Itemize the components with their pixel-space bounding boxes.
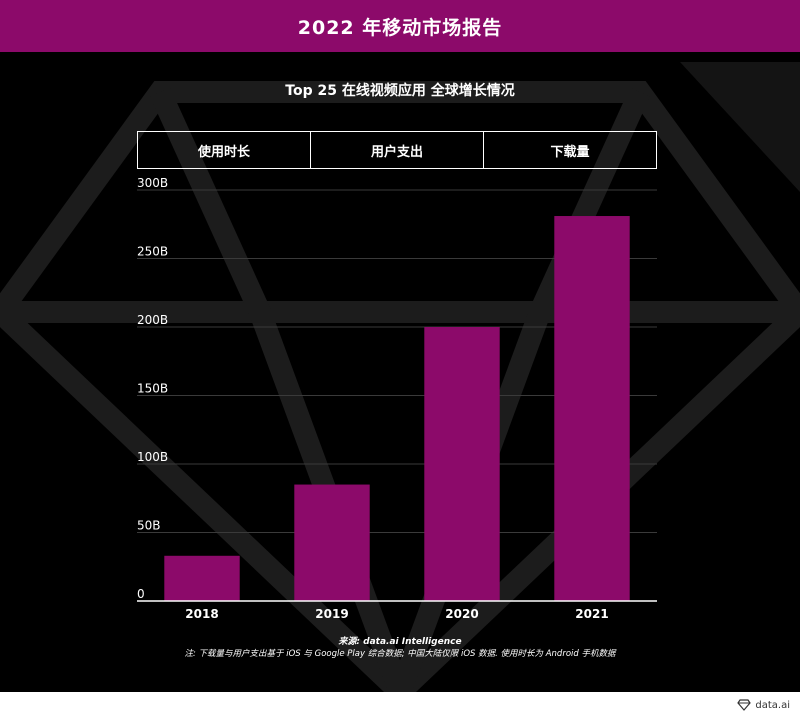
bar-2021 (554, 216, 630, 601)
y-tick-label: 250B (137, 245, 168, 259)
report-title: 2022 年移动市场报告 (297, 16, 503, 39)
y-tick-label: 300B (137, 176, 168, 190)
y-tick-label: 0 (137, 587, 145, 601)
y-tick-label: 50B (137, 519, 161, 533)
bar-2019 (294, 484, 370, 601)
x-tick-label: 2019 (315, 607, 348, 621)
brand: data.ai (737, 699, 790, 711)
tab-downloads[interactable]: 下载量 (550, 144, 590, 160)
y-tick-label: 100B (137, 450, 168, 464)
y-tick-label: 150B (137, 382, 168, 396)
tab-usage-time[interactable]: 使用时长 (138, 132, 311, 168)
metric-tabs: 使用时长 用户支出 下载量 (137, 131, 657, 169)
x-tick-label: 2020 (445, 607, 478, 621)
x-tick-label: 2018 (185, 607, 218, 621)
footer-bar: data.ai (0, 692, 800, 720)
bar-2018 (164, 555, 240, 601)
tab-user-spending[interactable]: 用户支出 (311, 132, 484, 168)
source-text: 来源: data.ai Intelligence (338, 637, 462, 647)
diamond-logo-icon (737, 699, 752, 711)
note-text: 注: 下载量与用户支出基于 iOS 与 Google Play 综合数据; 中国… (184, 649, 616, 659)
x-tick-label: 2021 (575, 607, 608, 621)
y-tick-label: 200B (137, 313, 168, 327)
report-header: 2022 年移动市场报告 (0, 0, 800, 52)
chart-title: Top 25 在线视频应用 全球增长情况 (285, 83, 515, 99)
bar-2020 (424, 327, 500, 601)
brand-name: data.ai (755, 699, 790, 711)
